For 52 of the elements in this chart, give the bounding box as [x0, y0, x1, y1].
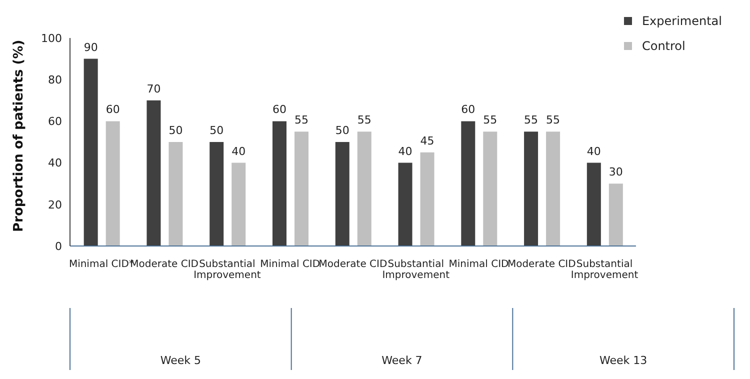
data-label: 40 — [398, 144, 412, 158]
data-label: 90 — [84, 40, 98, 54]
y-tick-label: 20 — [48, 198, 62, 212]
bar — [357, 132, 372, 246]
data-label: 30 — [608, 166, 623, 179]
x-tick-label: Moderate CID — [507, 259, 576, 270]
data-label: 55 — [357, 114, 372, 127]
y-axis-title: Proportion of patients (%) — [12, 40, 27, 232]
data-label: 40 — [232, 144, 246, 158]
data-label: 60 — [106, 103, 120, 116]
y-tick-label: 0 — [55, 240, 62, 253]
x-tick-label: Minimal CID — [260, 259, 320, 270]
y-tick-label: 80 — [48, 74, 62, 87]
data-label: 55 — [524, 114, 538, 127]
data-label: 50 — [168, 124, 183, 137]
text: Week 13 — [600, 354, 648, 367]
bar — [586, 162, 601, 246]
bar — [524, 132, 538, 246]
bar — [146, 100, 161, 246]
y-tick-label: 60 — [48, 115, 62, 128]
bar — [232, 162, 246, 246]
bar — [84, 58, 98, 246]
y-tick-label: 40 — [48, 156, 62, 170]
bar — [461, 121, 476, 246]
bar — [483, 132, 498, 246]
data-label: 70 — [146, 82, 161, 96]
text: Week 7 — [382, 354, 422, 367]
bar — [546, 132, 560, 246]
y-tick-label: 100 — [41, 32, 62, 45]
x-tick-label: Minimal CID — [448, 259, 510, 270]
data-label: 55 — [483, 114, 498, 127]
bar — [272, 121, 286, 246]
data-label: 60 — [461, 103, 476, 116]
data-label: 40 — [586, 144, 601, 158]
data-label: 50 — [335, 124, 350, 137]
data-label: 50 — [210, 124, 224, 137]
data-label: 45 — [420, 134, 434, 148]
legend-label: Experimental — [642, 14, 722, 28]
bar — [106, 121, 120, 246]
data-label: 55 — [294, 114, 308, 127]
bar — [420, 152, 434, 246]
text: Week 5 — [160, 354, 201, 367]
bar — [398, 162, 412, 246]
bar — [294, 132, 308, 246]
x-tick-label: Moderate CID — [318, 259, 388, 270]
data-label: 55 — [546, 114, 560, 127]
bar — [608, 184, 623, 246]
data-label: 60 — [272, 103, 286, 116]
bar — [168, 142, 183, 246]
bar — [335, 142, 350, 246]
legend-label: Control — [642, 38, 686, 52]
bar — [210, 142, 224, 246]
